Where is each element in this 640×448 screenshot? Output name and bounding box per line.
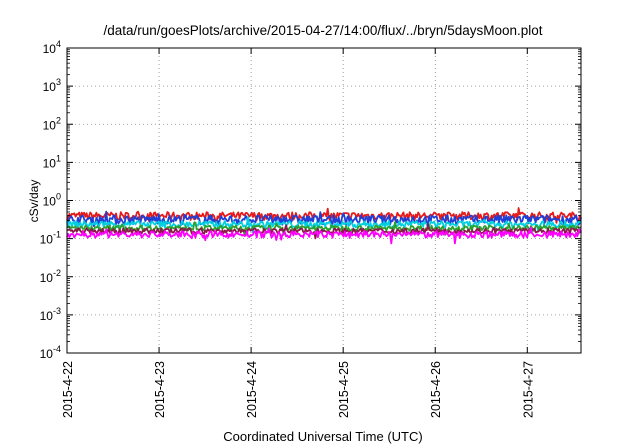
y-tick-base: 10 xyxy=(43,195,57,209)
grid xyxy=(67,48,581,353)
y-tick-exponent: 4 xyxy=(56,39,61,49)
x-tick-label: 2015-4-25 xyxy=(337,361,351,418)
y-tick-base: 10 xyxy=(40,271,54,285)
y-tick-exponent: -2 xyxy=(53,268,61,278)
y-tick-base: 10 xyxy=(43,118,57,132)
x-tick-label: 2015-4-23 xyxy=(153,361,167,418)
y-tick-exponent: -1 xyxy=(53,230,61,240)
series-line xyxy=(66,210,582,227)
y-tick-label: 102 xyxy=(43,115,61,132)
y-tick-exponent: -3 xyxy=(53,306,61,316)
x-tick-label: 2015-4-24 xyxy=(245,361,259,418)
y-tick-exponent: 2 xyxy=(56,115,61,125)
y-tick-base: 10 xyxy=(40,347,54,361)
y-tick-base: 10 xyxy=(40,233,54,247)
y-tick-label: 10-4 xyxy=(40,344,61,361)
y-tick-label: 101 xyxy=(43,153,61,170)
y-tick-base: 10 xyxy=(43,42,57,56)
data-series xyxy=(66,207,582,245)
y-tick-base: 10 xyxy=(40,309,54,323)
x-tick-label: 2015-4-27 xyxy=(521,361,535,418)
x-ticks: 2015-4-22 2015-4-23 2015-4-24 2015-4-25 2015… xyxy=(61,48,535,418)
y-tick-label: 10-3 xyxy=(40,306,61,323)
y-tick-base: 10 xyxy=(43,156,57,170)
x-tick-label: 2015-4-26 xyxy=(429,361,443,418)
y-tick-exponent: 3 xyxy=(56,77,61,87)
y-tick-exponent: -4 xyxy=(53,344,61,354)
y-tick-label: 104 xyxy=(43,39,61,56)
y-tick-label: 10-1 xyxy=(40,230,61,247)
y-tick-base: 10 xyxy=(43,80,57,94)
series-line xyxy=(66,216,582,234)
series-line xyxy=(66,226,582,245)
chart-title: /data/run/goesPlots/archive/2015-04-27/1… xyxy=(103,23,542,38)
y-tick-label: 103 xyxy=(43,77,61,94)
y-tick-label: 10-2 xyxy=(40,268,61,285)
y-tick-exponent: 1 xyxy=(56,153,61,163)
y-tick-exponent: 0 xyxy=(56,192,61,202)
y-axis-label: cSv/day xyxy=(27,180,41,223)
x-tick-label: 2015-4-22 xyxy=(61,361,75,418)
x-axis-label: Coordinated Universal Time (UTC) xyxy=(223,429,422,444)
y-tick-label: 100 xyxy=(43,192,61,209)
